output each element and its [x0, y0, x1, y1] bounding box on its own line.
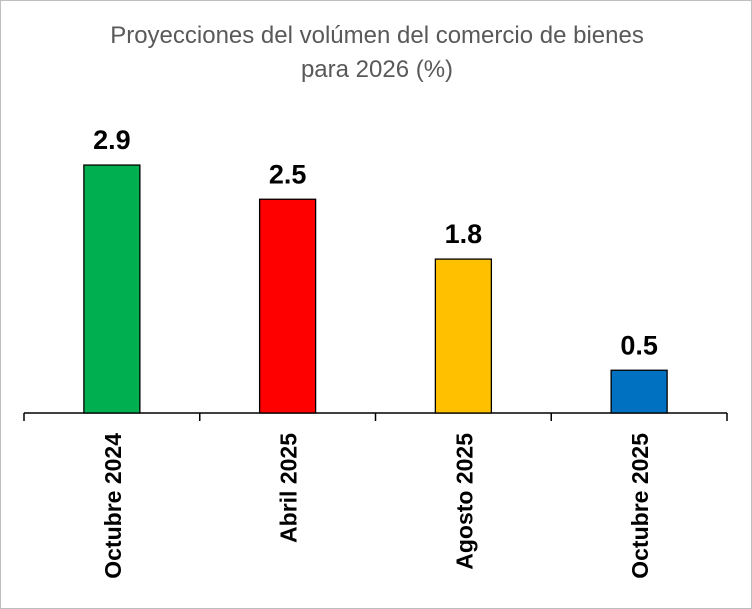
chart-title-line-1: Proyecciones del volúmen del comercio de…	[110, 22, 644, 49]
chart-title-line-2: para 2026 (%)	[300, 56, 454, 83]
bar-4	[610, 369, 668, 414]
data-label-2: 2.5	[269, 159, 307, 189]
category-label-4: Octubre 2025	[627, 433, 653, 579]
data-label-1: 2.9	[93, 125, 131, 155]
bar-2	[258, 198, 317, 414]
bar-1	[83, 164, 141, 414]
category-label-3: Agosto 2025	[451, 433, 477, 570]
category-label-1: Octubre 2024	[100, 433, 126, 579]
data-label-4: 0.5	[620, 330, 658, 360]
bar-3	[434, 258, 493, 414]
category-label-2: Abril 2025	[276, 433, 302, 543]
data-label-3: 1.8	[445, 219, 483, 249]
chart-title: Proyecciones del volúmen del comercio de…	[1, 19, 752, 87]
